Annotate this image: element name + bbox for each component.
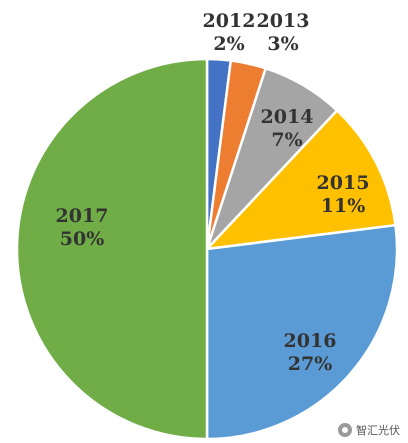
- slice-label-percent-2013: 3%: [267, 33, 298, 55]
- slice-label-percent-2016: 27%: [288, 353, 333, 375]
- slice-label-year-2014: 2014: [261, 106, 314, 128]
- slice-label-percent-2014: 7%: [271, 129, 302, 151]
- pie-slice-2017: [15, 57, 209, 441]
- slice-label-percent-2012: 2%: [213, 33, 244, 55]
- slice-label-percent-2017: 50%: [60, 228, 105, 250]
- slice-label-year-2013: 2013: [257, 10, 310, 32]
- pie-slice-2016: [205, 223, 399, 441]
- slice-label-year-2012: 2012: [203, 10, 256, 32]
- slice-label-percent-2015: 11%: [321, 195, 366, 217]
- watermark-text: 智汇光伏: [356, 424, 400, 437]
- slice-label-year-2017: 2017: [56, 205, 109, 227]
- slice-label-year-2015: 2015: [317, 172, 370, 194]
- slice-label-year-2016: 2016: [284, 330, 337, 352]
- watermark: 智汇光伏: [338, 422, 400, 438]
- wechat-icon: [338, 423, 352, 437]
- pie-slices: [15, 57, 399, 441]
- pie-slice-2015: [203, 108, 397, 251]
